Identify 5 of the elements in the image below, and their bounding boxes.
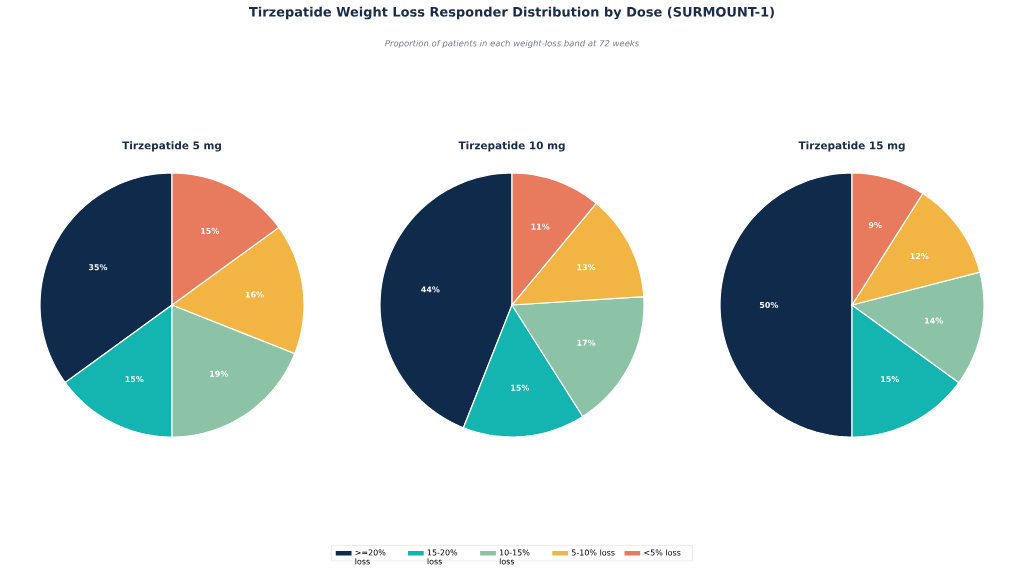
chart-title: Tirzepatide 15 mg: [798, 141, 905, 152]
chart-title: Tirzepatide 5 mg: [122, 141, 221, 152]
chart-title: Tirzepatide 10 mg: [458, 141, 565, 152]
text: Tirzepatide Weight Loss Responder Distribution by Dose (SURMOUNT-1): [249, 6, 774, 20]
text: Proportion of patients in each weight-loss band at 72 weeks: [385, 39, 640, 49]
